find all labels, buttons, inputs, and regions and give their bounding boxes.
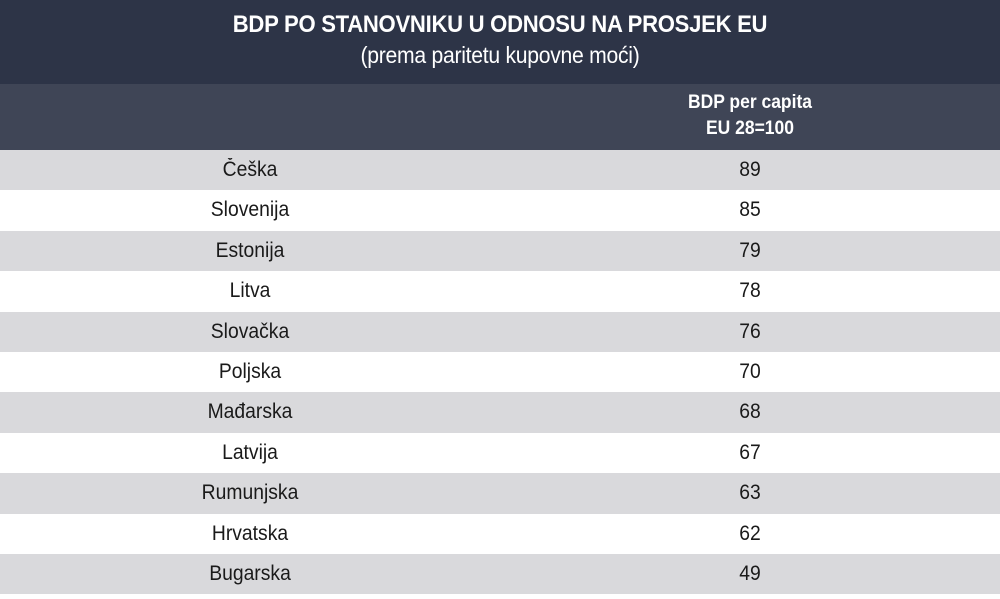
row-country-label: Latvija bbox=[222, 440, 278, 464]
row-country-label: Češka bbox=[222, 158, 278, 181]
table-row: Slovačka 76 bbox=[0, 311, 1000, 352]
table-row: Mađarska 68 bbox=[0, 392, 1000, 433]
row-value-label: 70 bbox=[739, 359, 761, 383]
row-value-label: 85 bbox=[739, 198, 761, 222]
row-country-label: Mađarska bbox=[207, 400, 293, 424]
row-value-label: 78 bbox=[739, 279, 761, 303]
header-value: BDP per capita EU 28=100 bbox=[520, 90, 980, 142]
row-value-label: 67 bbox=[739, 440, 761, 464]
row-value-label: 76 bbox=[739, 319, 761, 343]
row-country-label: Hrvatska bbox=[211, 521, 289, 545]
table-header-row: BDP per capita EU 28=100 bbox=[0, 84, 1000, 150]
chart-title: BDP PO STANOVNIKU U ODNOSU NA PROSJEK EU bbox=[232, 11, 768, 38]
row-value-label: 62 bbox=[739, 521, 761, 545]
row-country-label: Bugarska bbox=[209, 561, 291, 585]
row-country-label: Slovenija bbox=[210, 198, 290, 222]
table-row: Poljska 70 bbox=[0, 351, 1000, 393]
table-row: Latvija 67 bbox=[0, 432, 1000, 474]
table-row: Hrvatska 62 bbox=[0, 513, 1000, 554]
table-row: Bugarska 49 bbox=[0, 553, 1000, 595]
row-country-label: Estonija bbox=[215, 238, 285, 262]
row-value-label: 79 bbox=[739, 238, 761, 262]
table-row: Češka 89 bbox=[0, 150, 1000, 191]
chart-subtitle: (prema paritetu kupovne moći) bbox=[360, 42, 640, 68]
row-country-label: Slovačka bbox=[210, 319, 290, 343]
table-row: Slovenija 85 bbox=[0, 190, 1000, 231]
header-country bbox=[0, 84, 500, 150]
row-value-label: 63 bbox=[739, 481, 761, 505]
table-row: Rumunjska 63 bbox=[0, 473, 1000, 514]
row-country-label: Rumunjska bbox=[201, 481, 299, 505]
row-value-label: 49 bbox=[739, 561, 761, 585]
header-value-line1: BDP per capita bbox=[687, 92, 813, 113]
row-country-label: Litva bbox=[229, 279, 271, 303]
title-block: BDP PO STANOVNIKU U ODNOSU NA PROSJEK EU… bbox=[0, 0, 1000, 84]
table-body: Češka 89 Slovenija 85 Estonija 79 Litva 78 Slova… bbox=[0, 150, 1000, 595]
row-value-label: 89 bbox=[739, 158, 761, 181]
header-value-line2: EU 28=100 bbox=[706, 118, 794, 139]
row-value-label: 68 bbox=[739, 400, 761, 424]
table-row: Litva 78 bbox=[0, 271, 1000, 312]
row-country-label: Poljska bbox=[218, 359, 282, 383]
table-row: Estonija 79 bbox=[0, 230, 1000, 272]
